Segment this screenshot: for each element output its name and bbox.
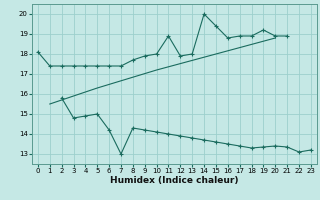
X-axis label: Humidex (Indice chaleur): Humidex (Indice chaleur) xyxy=(110,176,239,185)
